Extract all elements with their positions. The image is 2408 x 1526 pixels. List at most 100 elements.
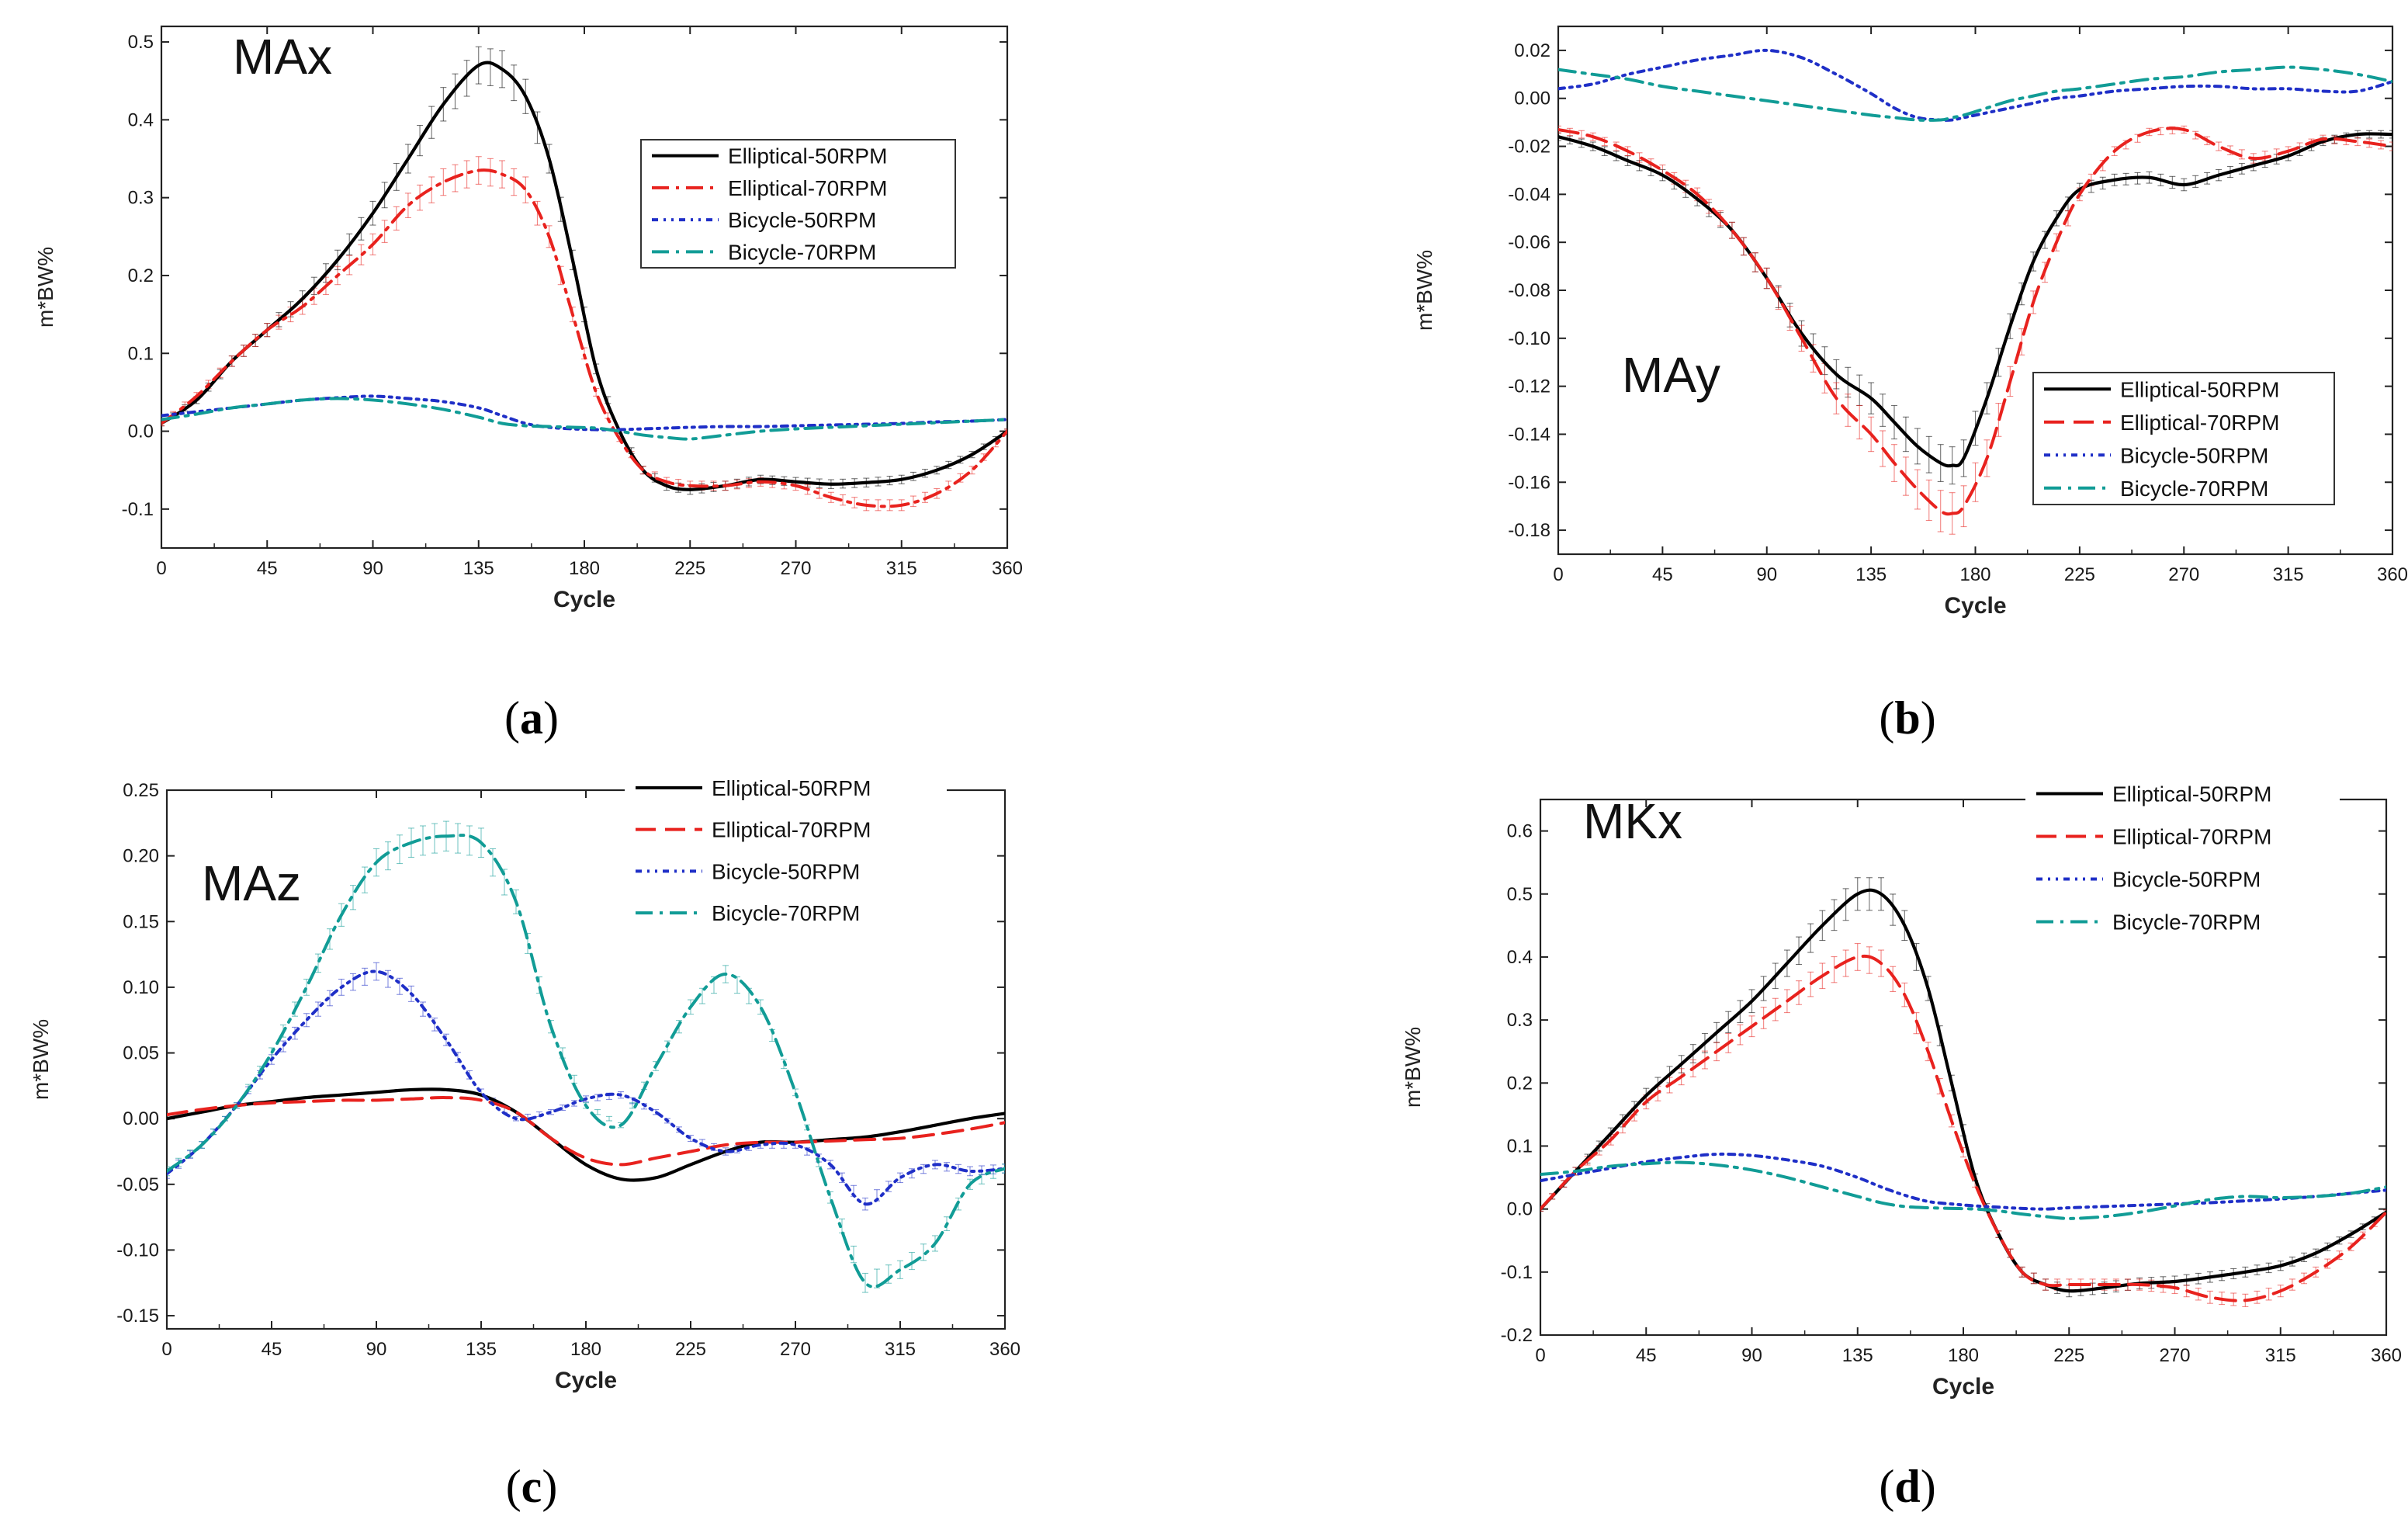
legend-label: Elliptical-50RPM: [728, 144, 887, 168]
legend-label: Elliptical-50RPM: [2112, 782, 2271, 806]
x-tick-label: 45: [257, 558, 278, 579]
x-tick-label: 270: [2159, 1345, 2190, 1366]
plot-area: [161, 46, 1007, 512]
legend-box: [2032, 372, 2335, 505]
chart-panel-b: 0 45 90 135 180 225 270 315 360 -0.18 -0.16 -0.14 -0…: [1412, 25, 2408, 744]
x-tick-label: 180: [1959, 564, 1990, 585]
x-tick-label: 225: [674, 558, 705, 579]
panel-caption-letter: b: [1894, 692, 1920, 744]
y-tick-label: 0.5: [128, 32, 154, 53]
series-line-elliptical-70rpm: [167, 1096, 1005, 1167]
y-tick-label: -0.05: [116, 1174, 159, 1195]
legend: Elliptical-50RPM Elliptical-70RPM Bicycle-…: [640, 139, 956, 269]
y-tick-label: 0.05: [123, 1043, 159, 1064]
x-tick-label: 135: [1842, 1345, 1873, 1366]
legend-label: Elliptical-50RPM: [712, 776, 871, 800]
legend-label: Bicycle-50RPM: [2120, 443, 2268, 467]
y-tick-label: 0.3: [1507, 1010, 1533, 1031]
series-line-elliptical-50rpm: [161, 61, 1007, 491]
x-tick-label: 90: [1756, 564, 1777, 585]
legend-label: Bicycle-70RPM: [712, 901, 860, 925]
legend-background: [2025, 772, 2340, 943]
y-tick-label: 0.6: [1507, 821, 1533, 842]
plot-area: [1540, 877, 2386, 1307]
legend-label: Elliptical-70RPM: [2112, 825, 2271, 849]
y-tick-label: -0.08: [1508, 280, 1550, 301]
x-tick-label: 315: [885, 1339, 916, 1360]
series-line-elliptical-50rpm: [1540, 888, 2386, 1293]
x-tick-label: 45: [262, 1339, 282, 1360]
x-axis-label: Cycle: [555, 1368, 617, 1393]
series-line-elliptical-70rpm: [161, 168, 1007, 508]
legend-label: Bicycle-70RPM: [728, 240, 876, 264]
x-tick-label: 0: [1535, 1345, 1545, 1366]
legend-label: Bicycle-50RPM: [2112, 868, 2261, 892]
chart-title: MAz: [202, 855, 301, 911]
panel-caption: (a): [504, 692, 559, 744]
x-tick-label: 90: [362, 558, 383, 579]
series-line-elliptical-50rpm: [1558, 132, 2392, 468]
x-tick-label: 360: [2377, 564, 2408, 585]
legend-label: Elliptical-70RPM: [2120, 411, 2279, 435]
y-tick-label: 0.4: [128, 109, 154, 130]
legend-label: Bicycle-50RPM: [728, 208, 876, 232]
y-tick-label: 0.1: [128, 343, 154, 364]
x-tick-label: 90: [366, 1339, 387, 1360]
x-tick-label: 225: [2064, 564, 2095, 585]
series-line-bicycle-50rpm: [161, 394, 1007, 432]
x-axis-label: Cycle: [1944, 593, 2006, 619]
x-tick-label: 225: [675, 1339, 706, 1360]
y-tick-label: -0.10: [1508, 328, 1550, 349]
legend-label: Elliptical-50RPM: [2120, 377, 2279, 401]
legend-label: Bicycle-70RPM: [2120, 477, 2268, 501]
y-tick-label: 0.0: [1507, 1199, 1533, 1220]
legend-label: Elliptical-70RPM: [712, 818, 871, 842]
legend-label: Bicycle-70RPM: [2112, 910, 2261, 935]
x-tick-label: 360: [2371, 1345, 2402, 1366]
y-tick-label: 0.25: [123, 780, 159, 801]
chart-panel-c: 0 45 90 135 180 225 270 315 360 -0.15 -0.10 -0.05 0.…: [29, 767, 1020, 1512]
panel-caption: (b): [1879, 692, 1935, 744]
y-tick-label: 0.4: [1507, 947, 1533, 968]
y-tick-label: 0.00: [123, 1108, 159, 1129]
series-line-bicycle-70rpm: [1558, 65, 2392, 122]
y-tick-label: 0.2: [1507, 1073, 1533, 1094]
x-tick-label: 0: [1553, 564, 1563, 585]
x-tick-label: 270: [780, 1339, 811, 1360]
y-axis-label: m*BW%: [1401, 1027, 1425, 1108]
legend: Elliptical-50RPM Elliptical-70RPM Bicycle-…: [2025, 772, 2340, 943]
error-bars-2: [167, 962, 1005, 1211]
y-tick-label: -0.06: [1508, 232, 1550, 253]
y-tick-label: -0.16: [1508, 472, 1550, 493]
x-tick-label: 180: [569, 558, 600, 579]
chart-title: MKx: [1583, 793, 1682, 849]
series-line-bicycle-50rpm: [1558, 48, 2392, 122]
panel-caption-letter: c: [521, 1461, 542, 1512]
chart-panel-d: 0 45 90 135 180 225 270 315 360 -0.2 -0.1 0.0 0.1 0.2…: [1401, 772, 2402, 1512]
plot-area: [1558, 48, 2392, 535]
chart-panel-a: 0 45 90 135 180 225 270 315 360 -0.1 0.0 0.1 0.2 0.3 0…: [33, 25, 1023, 744]
x-tick-label: 180: [570, 1339, 601, 1360]
panel-caption-letter: a: [520, 692, 543, 744]
series-line-bicycle-70rpm: [167, 834, 1005, 1288]
legend-background: [625, 767, 947, 934]
legend-box: [640, 139, 956, 269]
y-tick-label: -0.15: [116, 1306, 159, 1327]
y-axis-label: m*BW%: [33, 247, 57, 328]
y-tick-label: -0.18: [1508, 520, 1550, 541]
x-tick-label: 135: [466, 1339, 497, 1360]
series-line-bicycle-70rpm: [1540, 1160, 2386, 1220]
y-tick-label: 0.1: [1507, 1136, 1533, 1157]
x-tick-label: 0: [156, 558, 166, 579]
x-tick-label: 45: [1652, 564, 1673, 585]
panel-caption: (d): [1879, 1461, 1935, 1512]
x-axis-label: Cycle: [553, 587, 615, 612]
y-axis-label: m*BW%: [1412, 250, 1436, 331]
y-tick-label: 0.3: [128, 188, 154, 209]
x-tick-label: 225: [2053, 1345, 2084, 1366]
x-tick-label: 270: [2168, 564, 2199, 585]
y-tick-label: -0.1: [122, 499, 154, 520]
y-tick-label: -0.12: [1508, 376, 1550, 397]
y-tick-label: -0.1: [1501, 1262, 1533, 1283]
